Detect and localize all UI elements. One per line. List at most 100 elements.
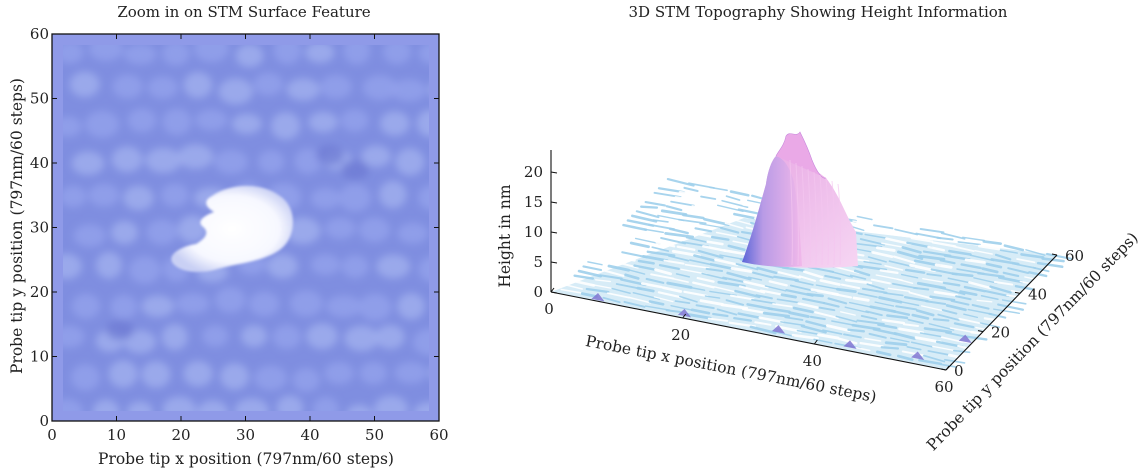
surface-stroke [886, 314, 909, 320]
lattice-spot [326, 295, 362, 318]
surface-stroke [1032, 266, 1050, 273]
y3d-tick-mark [1051, 253, 1058, 256]
surface-stroke [623, 300, 646, 308]
surface-stroke [725, 299, 745, 306]
surface-stroke [898, 327, 925, 335]
surface-stroke [604, 242, 628, 250]
surface-stroke [945, 304, 967, 312]
surface-stroke [948, 249, 972, 256]
surface-stroke [892, 255, 916, 264]
surface-stroke [625, 246, 640, 253]
surface-stroke [651, 246, 670, 252]
heatmap-y-tick-label: 60 [30, 25, 49, 43]
lattice-spot [416, 109, 429, 137]
surface-x-tick-label: 20 [671, 326, 690, 344]
surface-stroke [636, 286, 655, 293]
surface-stroke [784, 316, 804, 321]
surface-stroke [791, 333, 819, 340]
surface-stroke [722, 276, 745, 283]
dark-spot [106, 320, 134, 340]
surface-stroke [737, 312, 761, 319]
surface-y-axis [945, 254, 1058, 371]
lattice-spot [235, 45, 264, 68]
surface-stroke [901, 246, 922, 254]
surface-stroke [690, 308, 711, 315]
surface-stroke [959, 290, 978, 297]
lattice-spot [111, 146, 143, 173]
surface-stroke [704, 295, 721, 299]
surface-stroke [691, 205, 717, 211]
surface-stroke [937, 313, 960, 321]
surface-z-ticks: 0 5 10 15 20 [524, 163, 558, 301]
surface-stroke [927, 245, 946, 252]
surface-stroke [1024, 276, 1040, 281]
surface-stroke [640, 282, 663, 289]
lattice-spot [162, 396, 197, 411]
surface-stroke [768, 280, 788, 287]
surface-stroke [635, 210, 660, 219]
surface-panel: 3D STM Topography Showing Height Informa… [496, 3, 1139, 454]
lattice-spot [376, 254, 411, 279]
lattice-spot [417, 185, 429, 210]
surface-stroke [918, 254, 946, 261]
lattice-spot [391, 79, 427, 102]
surface-stroke [711, 208, 742, 215]
surface-stroke [668, 255, 690, 262]
surface-spike [843, 340, 857, 349]
lattice-spot [412, 328, 429, 356]
surface-stroke [797, 302, 819, 309]
lattice-spot [284, 217, 321, 245]
surface-stroke [963, 285, 987, 293]
lattice-spot [346, 404, 372, 411]
lattice-spot [418, 256, 429, 282]
surface-stroke [733, 316, 753, 322]
surface-stroke [904, 268, 926, 274]
surface-stroke [1036, 261, 1064, 269]
surface-stroke [802, 270, 824, 279]
surface-stroke [695, 200, 714, 205]
surface-stroke [595, 251, 618, 260]
surface-z-tick-label: 20 [524, 163, 543, 181]
surface-stroke [1020, 253, 1045, 259]
surface-stroke [863, 260, 882, 266]
surface-stroke [988, 312, 1007, 319]
y3d-tick-mark [940, 368, 947, 371]
surface-stroke [947, 277, 972, 284]
lattice-spot [63, 45, 84, 64]
surface-stroke [936, 236, 954, 241]
surface-stroke [729, 294, 755, 301]
surface-z-tick-label: 0 [533, 283, 543, 301]
surface-x-ticks: 0 20 40 60 [544, 287, 954, 396]
surface-stroke [890, 309, 911, 316]
lattice-spot [324, 362, 354, 385]
surface-stroke [817, 333, 840, 340]
lattice-spot [147, 76, 178, 99]
lattice-spot [183, 71, 213, 99]
surface-stroke [871, 251, 894, 259]
surface-stroke [639, 232, 662, 238]
surface-stroke [942, 281, 961, 287]
heatmap-plot-area: 0 10 20 30 40 50 60 0 10 20 30 40 50 60 [30, 25, 449, 444]
lattice-spot [343, 45, 371, 65]
surface-stroke [781, 266, 805, 272]
surface-stroke [999, 249, 1019, 254]
surface-z-tick-label: 15 [524, 193, 543, 211]
surface-stroke [705, 267, 724, 272]
surface-stroke [1002, 271, 1020, 278]
heatmap-x-tick-label: 40 [300, 426, 319, 444]
surface-stroke [648, 300, 665, 306]
surface-stroke [856, 215, 873, 221]
surface-stroke [568, 278, 596, 287]
surface-stroke [838, 337, 858, 345]
heatmap-feature [171, 185, 293, 272]
heatmap-y-tick-label: 20 [30, 283, 49, 301]
surface-stroke [689, 259, 712, 266]
surface-stroke [923, 327, 953, 334]
surface-stroke [665, 205, 683, 212]
surface-stroke [1028, 271, 1048, 278]
surface-stroke [903, 295, 929, 303]
lattice-spot [63, 325, 85, 348]
surface-stroke [653, 296, 674, 303]
heatmap-texture [63, 45, 429, 411]
surface-stroke [689, 231, 712, 238]
